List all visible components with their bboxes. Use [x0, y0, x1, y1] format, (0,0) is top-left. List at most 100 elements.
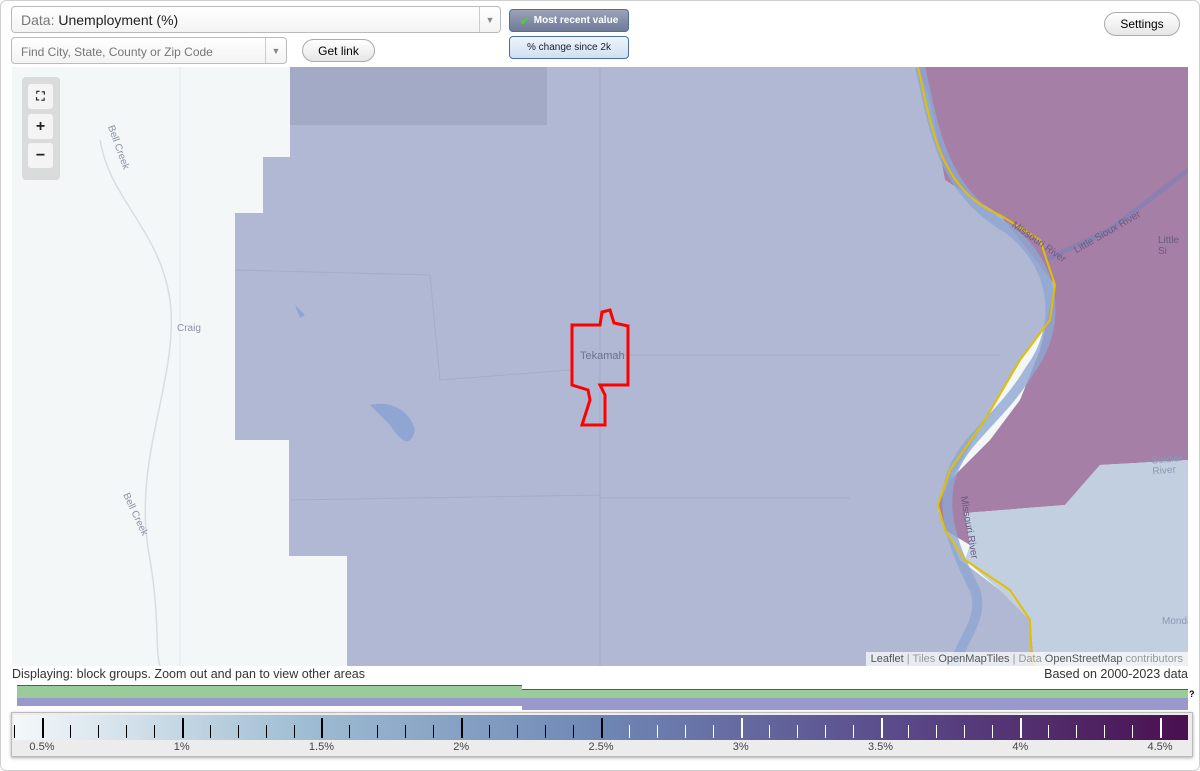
legend-label: 1.5% [308, 741, 335, 753]
legend-minor-tick [1076, 725, 1078, 738]
legend-major-tick [461, 718, 464, 738]
openmaptiles-link[interactable]: OpenMapTiles [938, 653, 1010, 665]
legend-minor-tick [209, 725, 211, 738]
legend-minor-tick [377, 725, 379, 738]
legend-major-tick [1160, 718, 1163, 738]
legend-label: 3% [732, 741, 749, 753]
legend-minor-tick [768, 725, 770, 738]
legend-minor-tick [824, 725, 826, 738]
legend-minor-tick [796, 725, 798, 738]
block-group-dark[interactable] [290, 67, 547, 125]
map-layer [99, 67, 1188, 666]
legend-minor-tick [628, 725, 630, 738]
location-search-input[interactable] [12, 38, 273, 65]
displaying-text: Displaying: block groups. Zoom out and p… [12, 667, 365, 681]
legend-label: 2.5% [588, 741, 614, 753]
get-link-button[interactable]: Get link [302, 39, 375, 62]
tekamah-outline[interactable] [570, 308, 630, 427]
legend-minor-tick [964, 725, 966, 738]
legend-minor-tick [349, 725, 351, 738]
legend-minor-tick [433, 725, 435, 738]
legend-minor-tick [992, 725, 994, 738]
most-recent-value-label: Most recent value [533, 15, 619, 26]
block-group-area[interactable] [235, 67, 1055, 666]
color-legend: 0.5% 1% 1.5% 2% 2.5% 3% 3.5% 4% 4.5% [11, 712, 1193, 757]
legend-minor-tick [1048, 725, 1050, 738]
map-label: Monda [1162, 616, 1188, 627]
legend-minor-tick [936, 725, 938, 738]
creek [99, 139, 172, 666]
legend-minor-tick [1132, 725, 1134, 738]
legend-minor-tick [125, 725, 127, 738]
legend-minor-tick [908, 725, 910, 738]
range-bar-purple-left [17, 698, 522, 706]
leaflet-link[interactable]: Leaflet [870, 653, 904, 665]
data-select[interactable]: Data: Unemployment (%) ▼ [11, 6, 501, 33]
legend-minor-tick [573, 725, 575, 738]
contributors: contributors [1125, 653, 1183, 665]
openstreetmap-link[interactable]: OpenStreetMap [1044, 653, 1123, 665]
zoom-in-button[interactable]: + [28, 114, 53, 139]
tiles-prefix: Tiles [912, 653, 936, 665]
legend-minor-tick [489, 725, 491, 738]
legend-minor-tick [656, 725, 658, 738]
lake [295, 305, 415, 442]
block-group-low[interactable] [965, 460, 1188, 666]
legend-minor-tick [14, 725, 15, 738]
range-bar-green-left [17, 685, 522, 699]
legend-minor-tick [684, 725, 686, 738]
range-help-button[interactable]: ? [1189, 689, 1195, 699]
boundaries [234, 67, 1000, 666]
data-prefix: Data [1018, 653, 1042, 665]
legend-minor-tick [69, 725, 71, 738]
most-recent-value-button[interactable]: ✔ Most recent value [509, 9, 629, 32]
legend-label: 0.5% [29, 741, 55, 753]
zoom-controls: ⛶ + − [22, 77, 60, 180]
legend-label: 2% [453, 741, 470, 753]
missouri-river [915, 67, 1056, 666]
legend-major-tick [181, 718, 184, 738]
chevron-down-icon[interactable]: ▼ [265, 38, 286, 63]
map-attribution: Leaflet | Tiles OpenMapTiles | Data Open… [865, 652, 1188, 666]
little-sioux-river [1043, 168, 1188, 263]
settings-button[interactable]: Settings [1104, 12, 1180, 36]
legend-major-tick [1020, 718, 1023, 738]
legend-minor-tick [153, 725, 155, 738]
sep: | [1012, 653, 1016, 665]
range-bar-purple-right [522, 698, 1188, 710]
legend-minor-tick [852, 725, 854, 738]
map-label: Soldier River [1151, 452, 1184, 478]
legend-label: 4% [1012, 741, 1029, 753]
map-label: Craig [177, 323, 201, 334]
legend-minor-tick [97, 725, 99, 738]
map-label: Tekamah [580, 350, 625, 362]
location-search[interactable]: ▼ [11, 37, 287, 65]
legend-label: 3.5% [867, 741, 894, 753]
legend-major-tick [740, 718, 743, 738]
chevron-down-icon[interactable]: ▼ [479, 7, 500, 32]
based-on-text: Based on 2000-2023 data [1044, 667, 1188, 681]
legend-minor-tick [237, 725, 239, 738]
legend-minor-tick [405, 725, 407, 738]
legend-major-tick [601, 718, 603, 738]
legend-minor-tick [517, 725, 519, 738]
legend-label: 1% [173, 741, 190, 753]
map-label: Little Si [1158, 235, 1180, 257]
data-select-prefix: Data: [21, 12, 55, 28]
sep: | [906, 653, 910, 665]
legend-major-tick [321, 718, 324, 738]
legend-minor-tick [712, 725, 714, 738]
map[interactable]: Bell Creek Craig Tekamah Missouri River … [12, 67, 1188, 666]
data-select-value: Unemployment (%) [58, 12, 179, 28]
county-line [917, 67, 1057, 666]
legend-minor-tick [1104, 725, 1106, 738]
zoom-out-button[interactable]: − [28, 143, 53, 168]
pct-change-button[interactable]: % change since 2k [509, 36, 629, 59]
legend-label: 4.5% [1147, 741, 1173, 753]
legend-major-tick [41, 718, 44, 738]
legend-minor-tick [545, 725, 547, 738]
legend-major-tick [880, 718, 883, 738]
fit-bounds-icon[interactable]: ⛶ [28, 84, 53, 109]
range-bar-green-right [522, 689, 1188, 699]
legend-minor-tick [265, 725, 267, 738]
